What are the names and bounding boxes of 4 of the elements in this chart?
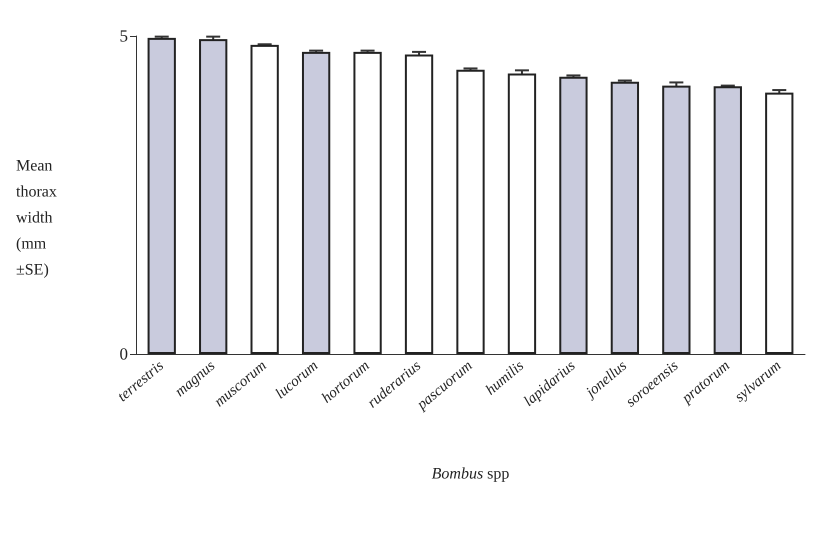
y-axis-title: Mean thorax width (mm ±SE)	[16, 158, 61, 278]
x-axis-title: Bombus spp	[432, 466, 510, 482]
y-tick-label: 5	[120, 26, 128, 46]
y-tick-label: 0	[120, 344, 128, 364]
